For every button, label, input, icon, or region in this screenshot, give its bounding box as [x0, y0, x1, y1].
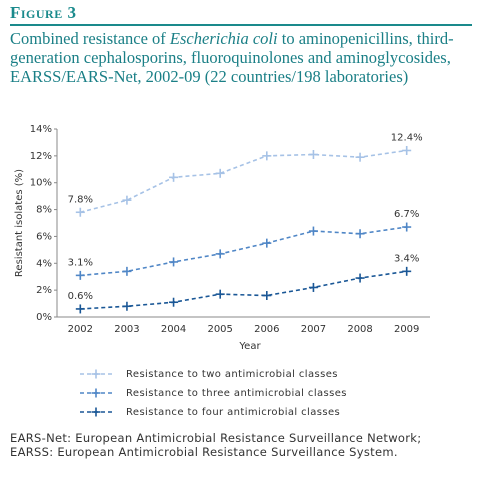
point — [355, 152, 365, 162]
figure-label: Figure 3 — [10, 3, 77, 22]
x-tick-label: 2005 — [207, 324, 232, 335]
x-tick-label: 2008 — [347, 324, 372, 335]
point — [308, 150, 318, 160]
value-label: 7.8% — [68, 194, 93, 205]
x-axis-label: Year — [238, 341, 261, 352]
header-rule — [10, 24, 472, 26]
legend-label: Resistance to four antimicrobial classes — [126, 407, 340, 418]
y-tick-label: 0% — [36, 312, 52, 323]
value-label: 12.4% — [391, 132, 423, 143]
x-tick-label: 2002 — [68, 324, 93, 335]
y-tick-label: 14% — [30, 124, 52, 135]
y-tick-label: 8% — [36, 205, 52, 216]
legend-label: Resistance to two antimicrobial classes — [126, 369, 338, 380]
point — [402, 222, 412, 232]
point — [262, 238, 272, 248]
point — [169, 172, 179, 182]
point — [402, 266, 412, 276]
point — [75, 207, 85, 217]
x-tick-label: 2004 — [161, 324, 186, 335]
y-axis-label: Resistant isolates (%) — [14, 169, 25, 277]
y-tick-label: 2% — [36, 285, 52, 296]
x-tick-label: 2007 — [301, 324, 326, 335]
series-line — [80, 226, 407, 277]
point — [355, 229, 365, 239]
x-tick-label: 2003 — [114, 324, 139, 335]
x-tick-label: 2009 — [394, 324, 419, 335]
y-tick-label: 6% — [36, 231, 52, 242]
point — [215, 289, 225, 299]
y-tick-label: 12% — [30, 151, 52, 162]
point — [355, 273, 365, 283]
footnote: EARS-Net: European Antimicrobial Resista… — [10, 431, 422, 459]
title-italic: Escherichia coli — [169, 29, 278, 48]
value-label: 0.6% — [68, 291, 93, 302]
point — [262, 151, 272, 161]
series-line — [80, 149, 407, 214]
point — [122, 195, 132, 205]
point — [122, 301, 132, 311]
point — [75, 270, 85, 280]
point — [402, 145, 412, 155]
value-label: 3.4% — [394, 253, 419, 264]
point — [262, 291, 272, 301]
y-tick-label: 10% — [30, 178, 52, 189]
legend-marker — [91, 388, 101, 398]
y-tick-label: 4% — [36, 258, 52, 269]
value-label: 3.1% — [68, 257, 93, 268]
point — [122, 266, 132, 276]
point — [308, 226, 318, 236]
point — [75, 304, 85, 314]
title-text: to aminopenicillins, third-generation ce… — [10, 29, 454, 86]
point — [169, 297, 179, 307]
point — [215, 249, 225, 259]
chart-title: Combined resistance of Escherichia coli … — [10, 29, 475, 86]
legend-marker — [91, 407, 101, 417]
value-label: 6.7% — [394, 209, 419, 220]
point — [169, 257, 179, 267]
legend-marker — [91, 369, 101, 379]
series-line — [80, 270, 407, 310]
point — [308, 282, 318, 292]
x-tick-label: 2006 — [254, 324, 279, 335]
point — [215, 168, 225, 178]
title-text: Combined resistance of — [10, 29, 170, 48]
legend-label: Resistance to three antimicrobial classe… — [126, 388, 347, 399]
